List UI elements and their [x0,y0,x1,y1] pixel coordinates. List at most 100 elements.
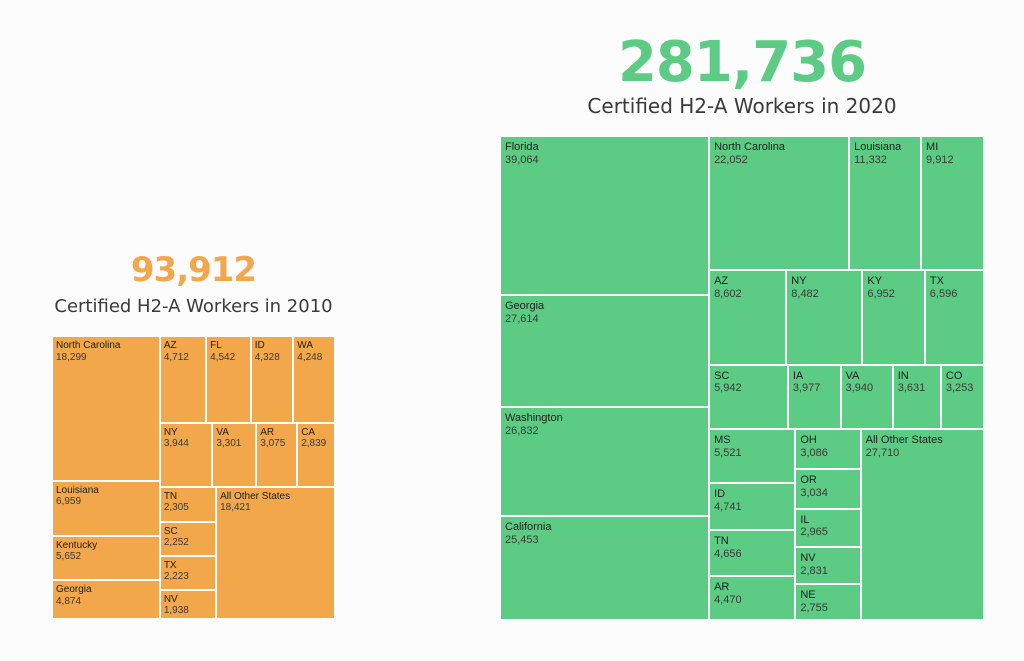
treemap-cell-2020-id: ID 4,741 [709,483,796,531]
cell-value: 3,977 [792,382,821,395]
cell-label: NE [800,589,816,602]
cell-label: SC [163,525,178,537]
cell-value: 2,755 [800,601,828,614]
treemap-cell-2020-georgia: Georgia 27,614 [500,294,710,408]
treemap-cell-2010-sc: SC 2,252 [159,521,217,556]
treemap-cell-2010-tn: TN 2,305 [159,486,217,522]
cell-label: OH [800,433,817,446]
cell-label: IA [792,369,804,382]
cell-value: 4,542 [210,351,236,363]
treemap-cell-2010-fl: FL 4,542 [206,336,251,423]
cell-label: MS [714,433,731,446]
cell-value: 2,252 [163,537,189,549]
cell-value: 5,652 [56,551,82,563]
treemap-cell-2020-california: California 25,453 [500,516,710,620]
total-2020: 281,736 [617,30,867,95]
treemap-cell-2010-georgia: Georgia 4,874 [52,580,160,619]
treemap-cell-2020-all-other-states: All Other States 27,710 [860,428,984,620]
cell-label: Kentucky [56,539,98,551]
cell-label: Georgia [505,299,545,312]
treemap-cell-2010-id: ID 4,328 [250,336,294,423]
cell-value: 3,631 [897,382,926,395]
cell-value: 3,944 [163,438,189,450]
cell-label: AZ [163,340,177,351]
cell-label: AR [260,426,275,438]
cell-value: 3,940 [845,382,874,395]
treemap-cell-2010-ar: AR 3,075 [256,422,298,487]
cell-value: 4,328 [254,351,280,363]
cell-value: 18,299 [56,351,87,363]
treemap-cell-2020-ne: NE 2,755 [795,584,861,620]
cell-value: 6,952 [867,287,895,300]
cell-label: All Other States [865,433,943,446]
cell-value: 18,421 [220,502,251,514]
cell-value: 26,832 [505,424,539,437]
treemap-cell-2020-tx: TX 6,596 [924,269,984,365]
treemap-cell-2010-wa: WA 4,248 [293,336,335,423]
cell-label: TN [714,535,729,548]
cell-label: ID [714,488,726,501]
treemap-cell-2020-florida: Florida 39,064 [500,136,710,295]
cell-value: 5,942 [714,382,742,395]
cell-label: All Other States [220,490,291,502]
cell-label: OR [800,474,817,487]
treemap-cell-2020-sc: SC 5,942 [709,364,788,429]
cell-label: NY [163,426,178,438]
cell-label: MI [926,141,939,153]
cell-value: 4,874 [56,595,82,607]
cell-value: 3,301 [216,438,242,450]
cell-value: 39,064 [505,153,539,166]
treemap-cell-2010-tx: TX 2,223 [159,555,217,590]
cell-value: 4,248 [297,351,323,363]
cell-label: Louisiana [56,484,99,496]
cell-value: 2,839 [301,438,327,450]
cell-label: North Carolina [714,141,785,153]
treemap-cell-2020-in: IN 3,631 [892,364,941,429]
cell-label: NV [800,552,816,565]
cell-label: CA [301,426,316,438]
treemap-2020: Florida 39,064 Georgia 27,614 Washington 26,8… [500,136,984,620]
cell-value: 2,223 [163,571,189,583]
treemap-cell-2020-il: IL 2,965 [795,508,861,548]
treemap-cell-2010-all-other-states: All Other States 18,421 [216,486,335,619]
cell-label: Georgia [56,584,92,596]
cell-value: 1,938 [163,605,189,617]
cell-label: SC [714,369,730,382]
cell-value: 4,656 [714,547,742,560]
total-2010: 93,912 [130,250,257,290]
treemap-cell-2020-tn: TN 4,656 [709,530,796,576]
cell-label: AR [714,580,730,593]
treemap-cell-2020-or: OR 3,034 [795,469,861,509]
cell-value: 4,470 [714,593,742,606]
cell-value: 5,521 [714,446,742,459]
cell-label: NY [791,274,807,287]
treemap-cell-2020-co: CO 3,253 [940,364,984,429]
treemap-cell-2020-washington: Washington 26,832 [500,407,710,517]
cell-value: 2,831 [800,564,828,577]
treemap-cell-2020-oh: OH 3,086 [795,428,861,470]
cell-label: IN [897,369,909,382]
treemap-cell-2020-nv: NV 2,831 [795,547,861,585]
treemap-cell-2010-north-carolina: North Carolina 18,299 [52,336,160,481]
cell-label: Florida [505,141,539,153]
treemap-cell-2020-az: AZ 8,602 [709,269,787,365]
treemap-2010: North Carolina 18,299 AZ 4,712 FL 4,542 ID 4,32… [52,336,335,619]
cell-value: 11,332 [854,153,887,166]
cell-label: KY [867,274,883,287]
cell-value: 4,741 [714,500,742,513]
cell-value: 27,614 [505,312,539,325]
treemap-cell-2020-ms: MS 5,521 [709,428,796,484]
cell-value: 25,453 [505,534,539,547]
treemap-cell-2010-nv: NV 1,938 [159,589,217,619]
cell-label: California [505,521,552,534]
cell-value: 2,305 [163,502,189,514]
cell-label: VA [845,369,860,382]
cell-value: 9,912 [926,153,954,166]
cell-value: 3,086 [800,446,828,459]
treemap-cell-2020-ar: AR 4,470 [709,575,796,620]
subtitle-2020: Certified H2-A Workers in 2020 [587,94,897,118]
cell-value: 27,710 [865,446,900,459]
cell-value: 8,602 [714,287,742,300]
cell-label: TN [163,490,178,502]
treemap-cell-2010-va: VA 3,301 [212,422,257,487]
